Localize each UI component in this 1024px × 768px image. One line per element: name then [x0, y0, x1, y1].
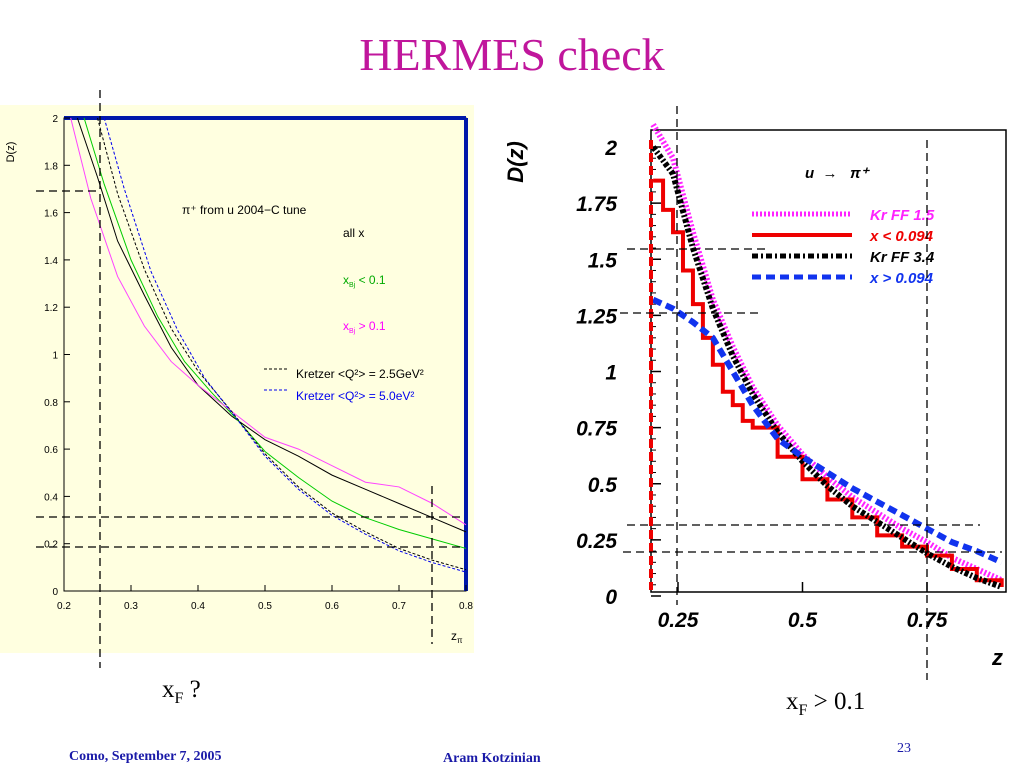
left-x-tick-label: 0.7 — [392, 601, 406, 612]
right-legend-label: Kr FF 3.4 — [870, 249, 935, 266]
left-kretzer-50-label: Kretzer <Q²> = 5.0eV² — [296, 389, 414, 403]
right-y-tick-label: 0 — [605, 586, 617, 609]
left-x-tick-label: 0.5 — [258, 601, 272, 612]
left-y-tick-label: 0.2 — [44, 540, 58, 551]
right-series-line — [651, 296, 1003, 566]
left-all-x-label: all x — [343, 226, 364, 240]
left-y-axis-label: D(z) — [5, 142, 17, 163]
left-x-tick-label: 0.6 — [325, 601, 339, 612]
left-x-tick-label: 0.2 — [57, 601, 71, 612]
left-x-tick-label: 0.8 — [459, 601, 473, 612]
left-series-line — [103, 117, 467, 573]
left-y-tick-label: 2 — [52, 114, 58, 125]
right-xf-annotation: xF > 0.1 — [786, 688, 866, 719]
left-y-tick-label: 1 — [52, 351, 58, 362]
right-y-tick-label: 0.75 — [576, 418, 617, 441]
right-x-tick-label: 0.5 — [788, 609, 818, 632]
left-chart-background — [0, 105, 474, 653]
left-y-tick-label: 1.8 — [44, 161, 58, 172]
right-legend-label: Kr FF 1.5 — [870, 207, 935, 224]
right-y-tick-label: 0.25 — [576, 530, 617, 553]
left-xf-annotation: xF ? — [162, 676, 201, 707]
right-x-tick-label: 0.25 — [658, 609, 699, 632]
left-y-tick-label: 1.4 — [44, 256, 58, 267]
left-x-axis-label: zπ — [451, 629, 463, 645]
right-y-tick-label: 2 — [604, 137, 617, 160]
right-series-line — [650, 145, 1003, 590]
left-series-line — [97, 117, 467, 571]
right-x-axis-label: z — [991, 645, 1003, 670]
left-kretzer-25-label: Kretzer <Q²> = 2.5GeV² — [296, 367, 424, 381]
right-y-tick-label: 1.25 — [576, 305, 617, 328]
left-series-line — [83, 117, 467, 549]
left-y-tick-label: 0 — [52, 587, 58, 598]
right-y-axis-label: D(z) — [503, 141, 528, 183]
left-series-line — [70, 117, 467, 526]
left-x-tick-label: 0.3 — [124, 601, 138, 612]
left-header-annotation: π⁺ from u 2004−C tune — [182, 203, 307, 217]
footer-author: Aram Kotzinian — [443, 751, 541, 766]
right-legend-label: x < 0.094 — [869, 228, 934, 245]
right-y-tick-label: 1 — [605, 362, 617, 385]
slide-title: HERMES check — [359, 29, 665, 80]
right-y-tick-label: 1.5 — [588, 249, 618, 272]
left-y-tick-label: 1.2 — [44, 303, 58, 314]
right-y-tick-label: 1.75 — [576, 193, 617, 216]
footer-date: Como, September 7, 2005 — [69, 749, 222, 764]
left-series-line — [76, 117, 467, 533]
left-y-tick-label: 1.6 — [44, 209, 58, 220]
right-y-tick-label: 0.5 — [588, 474, 618, 497]
left-y-tick-label: 0.6 — [44, 445, 58, 456]
right-x-tick-label: 0.75 — [907, 609, 948, 632]
right-plot-frame — [650, 129, 1007, 593]
footer-page-number: 23 — [897, 741, 911, 756]
left-xbj-gt-label: xBj > 0.1 — [343, 319, 386, 335]
right-process-label: u → π⁺ — [805, 165, 871, 182]
right-legend-label: x > 0.094 — [869, 270, 934, 287]
left-y-tick-label: 0.4 — [44, 492, 58, 503]
left-y-tick-label: 0.8 — [44, 398, 58, 409]
right-series-line — [653, 178, 1004, 588]
left-x-tick-label: 0.4 — [191, 601, 205, 612]
right-series-line — [650, 123, 1003, 584]
left-xbj-lt-label: xBj < 0.1 — [343, 273, 386, 289]
